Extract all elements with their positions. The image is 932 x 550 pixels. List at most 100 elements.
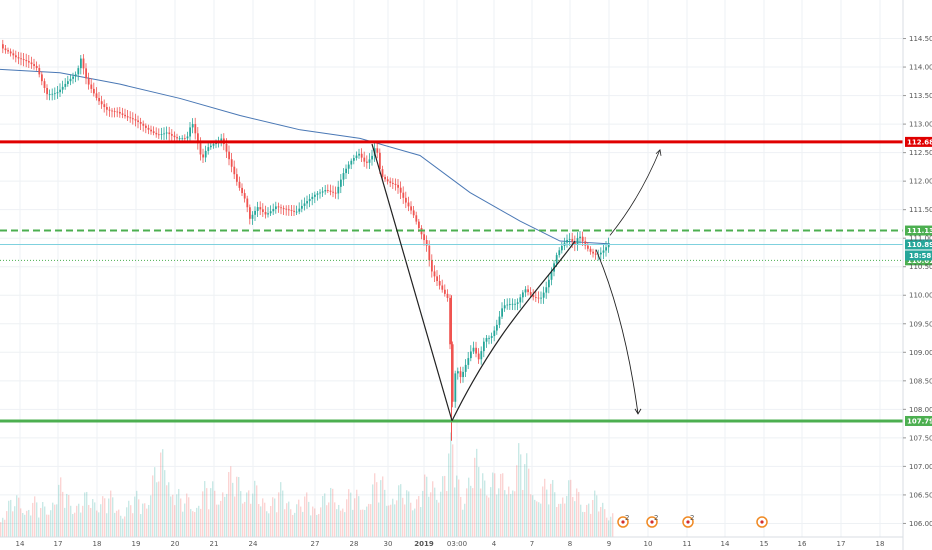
candle-body[interactable] [2, 44, 4, 49]
candle-body[interactable] [475, 347, 477, 354]
candle-body[interactable] [285, 208, 288, 210]
candle-body[interactable] [243, 193, 246, 199]
candle-body[interactable] [579, 236, 581, 239]
candle-body[interactable] [93, 88, 95, 94]
candle-body[interactable] [43, 81, 46, 88]
candle-body[interactable] [498, 316, 501, 325]
candle-body[interactable] [139, 121, 142, 124]
candle-body[interactable] [288, 209, 290, 211]
candle-body[interactable] [121, 113, 124, 115]
candle-body[interactable] [210, 145, 212, 148]
candle-body[interactable] [334, 192, 337, 194]
candle-body[interactable] [111, 110, 113, 112]
candle-body[interactable] [350, 160, 353, 165]
candle-body[interactable] [607, 243, 610, 248]
candle-body[interactable] [397, 184, 399, 188]
horizontal-levels[interactable]: 112.688 111.134 110.890 110.612 107.796 18:58 [0, 136, 932, 426]
candle-body[interactable] [311, 196, 314, 199]
candle-body[interactable] [496, 324, 498, 331]
candle-body[interactable] [451, 344, 454, 402]
candle-body[interactable] [212, 144, 215, 146]
candle-body[interactable] [7, 50, 9, 52]
candle-body[interactable] [464, 364, 467, 372]
candle-body[interactable] [602, 250, 605, 253]
candle-body[interactable] [444, 289, 446, 294]
candle-body[interactable] [262, 209, 264, 212]
candle-body[interactable] [202, 154, 204, 158]
candle-body[interactable] [402, 192, 405, 198]
candle-body[interactable] [267, 213, 269, 215]
candle-body[interactable] [171, 134, 173, 136]
candle-body[interactable] [581, 236, 584, 242]
candle-body[interactable] [150, 129, 152, 132]
candle-body[interactable] [379, 152, 381, 170]
candle-body[interactable] [337, 186, 340, 194]
candle-body[interactable] [293, 210, 295, 212]
candle-body[interactable] [181, 138, 184, 140]
candle-body[interactable] [28, 61, 30, 63]
candle-body[interactable] [480, 351, 483, 360]
candle-body[interactable] [142, 123, 145, 126]
candle-body[interactable] [483, 341, 485, 352]
candle-body[interactable] [415, 215, 418, 222]
candle-body[interactable] [204, 150, 207, 158]
price-axis[interactable]: 114.500 114.000 113.500 113.000 112.500 112.0… [902, 0, 932, 550]
candle-body[interactable] [15, 55, 17, 58]
candle-body[interactable] [503, 305, 506, 309]
candle-body[interactable] [428, 245, 431, 261]
candle-body[interactable] [134, 119, 137, 121]
candle-body[interactable] [269, 211, 272, 214]
candle-body[interactable] [522, 292, 524, 298]
candle-body[interactable] [124, 114, 126, 117]
candle-body[interactable] [488, 337, 490, 339]
projection-up-curve[interactable] [609, 149, 661, 236]
candle-body[interactable] [368, 159, 371, 163]
candle-body[interactable] [363, 157, 366, 162]
candle-body[interactable] [35, 65, 38, 69]
candle-body[interactable] [399, 187, 402, 193]
candle-body[interactable] [282, 208, 285, 209]
candle-body[interactable] [605, 247, 607, 251]
candle-body[interactable] [584, 241, 587, 246]
candle-body[interactable] [314, 194, 316, 197]
down-leg-line[interactable] [371, 143, 453, 421]
candle-body[interactable] [412, 210, 415, 216]
candle-body[interactable] [280, 207, 282, 209]
candle-body[interactable] [485, 338, 488, 342]
candle-body[interactable] [376, 148, 379, 153]
candle-body[interactable] [225, 144, 228, 152]
candle-body[interactable] [501, 308, 503, 317]
candle-body[interactable] [12, 53, 15, 56]
candle-body[interactable] [152, 131, 155, 133]
candle-body[interactable] [46, 87, 48, 95]
candle-body[interactable] [566, 239, 568, 243]
candle-body[interactable] [275, 206, 277, 209]
candle-body[interactable] [592, 251, 594, 254]
candle-body[interactable] [220, 138, 223, 141]
candle-body[interactable] [511, 303, 514, 305]
candle-body[interactable] [321, 191, 324, 193]
candle-body[interactable] [303, 203, 306, 206]
candle-body[interactable] [69, 78, 72, 82]
candle-body[interactable] [64, 83, 67, 87]
candle-body[interactable] [191, 124, 194, 128]
candle-body[interactable] [264, 211, 267, 215]
candle-body[interactable] [600, 252, 602, 255]
candle-body[interactable] [459, 371, 462, 378]
candle-body[interactable] [477, 353, 480, 360]
candle-body[interactable] [129, 117, 132, 119]
candle-body[interactable] [418, 221, 420, 229]
candle-body[interactable] [587, 245, 589, 249]
candle-body[interactable] [353, 158, 355, 161]
candle-body[interactable] [386, 179, 389, 182]
candle-body[interactable] [524, 289, 527, 293]
candle-body[interactable] [256, 207, 259, 211]
candle-body[interactable] [246, 198, 249, 208]
candle-body[interactable] [589, 248, 592, 252]
candle-body[interactable] [574, 241, 576, 245]
candle-body[interactable] [173, 135, 176, 138]
candle-body[interactable] [90, 84, 93, 89]
candle-body[interactable] [545, 287, 548, 293]
candle-body[interactable] [236, 174, 238, 182]
event-markers[interactable]: 2 2 2 [617, 514, 768, 528]
